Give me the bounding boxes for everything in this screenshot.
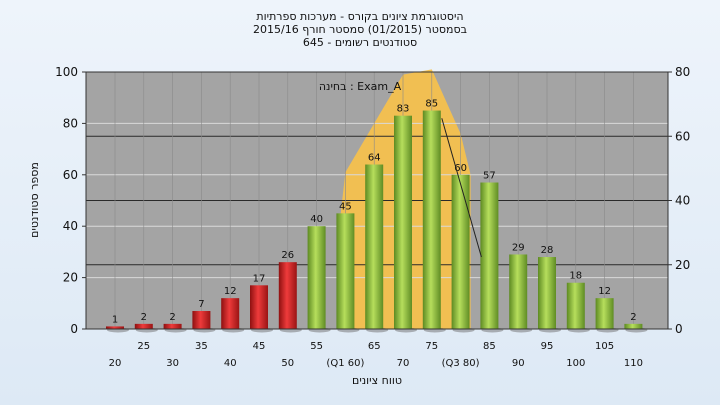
y-tick-label: 40 [63,219,78,233]
x-tick-label: 20 [109,358,122,369]
bar-30 [163,323,182,329]
bar-value-label: 40 [310,214,323,225]
bar-40 [221,298,240,329]
x-tick-label: 70 [397,358,410,369]
bar-60 [336,213,355,329]
y-right-tick-label: 80 [675,65,690,79]
bar-75 [422,110,441,329]
bar-95 [538,257,556,329]
x-axis-label: טווח ציונים [352,374,402,387]
y-tick-label: 80 [63,116,78,130]
bar-45 [250,285,268,329]
chart-title-line-2: בסמסטר (01/2015) סמסטר חורף 2015/16 [253,23,467,36]
bar-value-label: 29 [512,242,525,253]
bar-value-label: 2 [630,312,636,323]
x-tick-label: (Q3 80) [442,358,480,369]
quartile-trend-line [441,118,482,258]
chart-title-line-1: היסטוגרמת ציונים בקורס - מערכות ספרתיות [256,10,464,23]
chart-annotation: בחינה : Exam_A [319,80,402,93]
bar-value-label: 17 [253,273,266,284]
x-tick-label: 90 [512,358,525,369]
bar-85 [480,182,499,329]
bar-value-label: 60 [454,163,467,174]
bar-value-label: 1 [112,314,118,325]
y-tick-label: 0 [70,322,78,336]
x-tick-label: 65 [368,341,381,352]
chart-title-line-3: סטודנטים רשומים - 645 [302,36,418,49]
bar-70 [394,115,412,329]
plot-frame [85,71,669,330]
bar-90 [509,254,528,329]
bar-80 [451,174,470,329]
bar-value-label: 2 [169,312,175,323]
bar-value-label: 26 [281,250,294,261]
y-right-tick-label: 0 [675,322,683,336]
bar-value-label: 12 [598,286,611,297]
y-axis-label: מספר סטודנטים [28,162,41,238]
x-tick-label: 110 [624,358,643,369]
y-tick-label: 60 [63,168,78,182]
x-tick-label: 55 [310,341,323,352]
bar-65 [365,164,384,329]
y-right-tick-label: 60 [675,129,690,143]
x-tick-label: 40 [224,358,237,369]
bar-value-label: 57 [483,171,496,182]
x-tick-label: 85 [483,341,496,352]
x-tick-label: 35 [195,341,208,352]
bar-105 [595,298,614,329]
bar-20 [106,326,124,329]
y-right-tick-label: 40 [675,194,690,208]
bar-value-label: 83 [397,104,410,115]
bar-25 [134,323,153,329]
x-tick-label: (Q1 60) [326,358,364,369]
bar-value-label: 7 [198,299,204,310]
bar-110 [624,323,643,329]
x-tick-label: 105 [595,341,614,352]
x-tick-label: 95 [541,341,554,352]
bar-value-label: 18 [569,271,582,282]
bar-value-label: 12 [224,286,237,297]
x-tick-label: 45 [253,341,266,352]
y-tick-label: 20 [63,271,78,285]
bar-55 [307,226,326,329]
bar-value-label: 2 [141,312,147,323]
x-tick-label: 25 [137,341,150,352]
bar-100 [566,282,585,329]
bar-value-label: 45 [339,201,352,212]
x-tick-label: 75 [425,341,438,352]
bar-value-label: 85 [425,99,438,110]
bar-35 [192,311,211,329]
bar-value-label: 64 [368,153,381,164]
y-tick-label: 100 [55,65,78,79]
bar-value-label: 28 [541,245,554,256]
bar-50 [278,262,297,329]
y-right-tick-label: 20 [675,258,690,272]
x-tick-label: 100 [566,358,585,369]
x-tick-label: 50 [281,358,294,369]
x-tick-label: 30 [166,358,179,369]
